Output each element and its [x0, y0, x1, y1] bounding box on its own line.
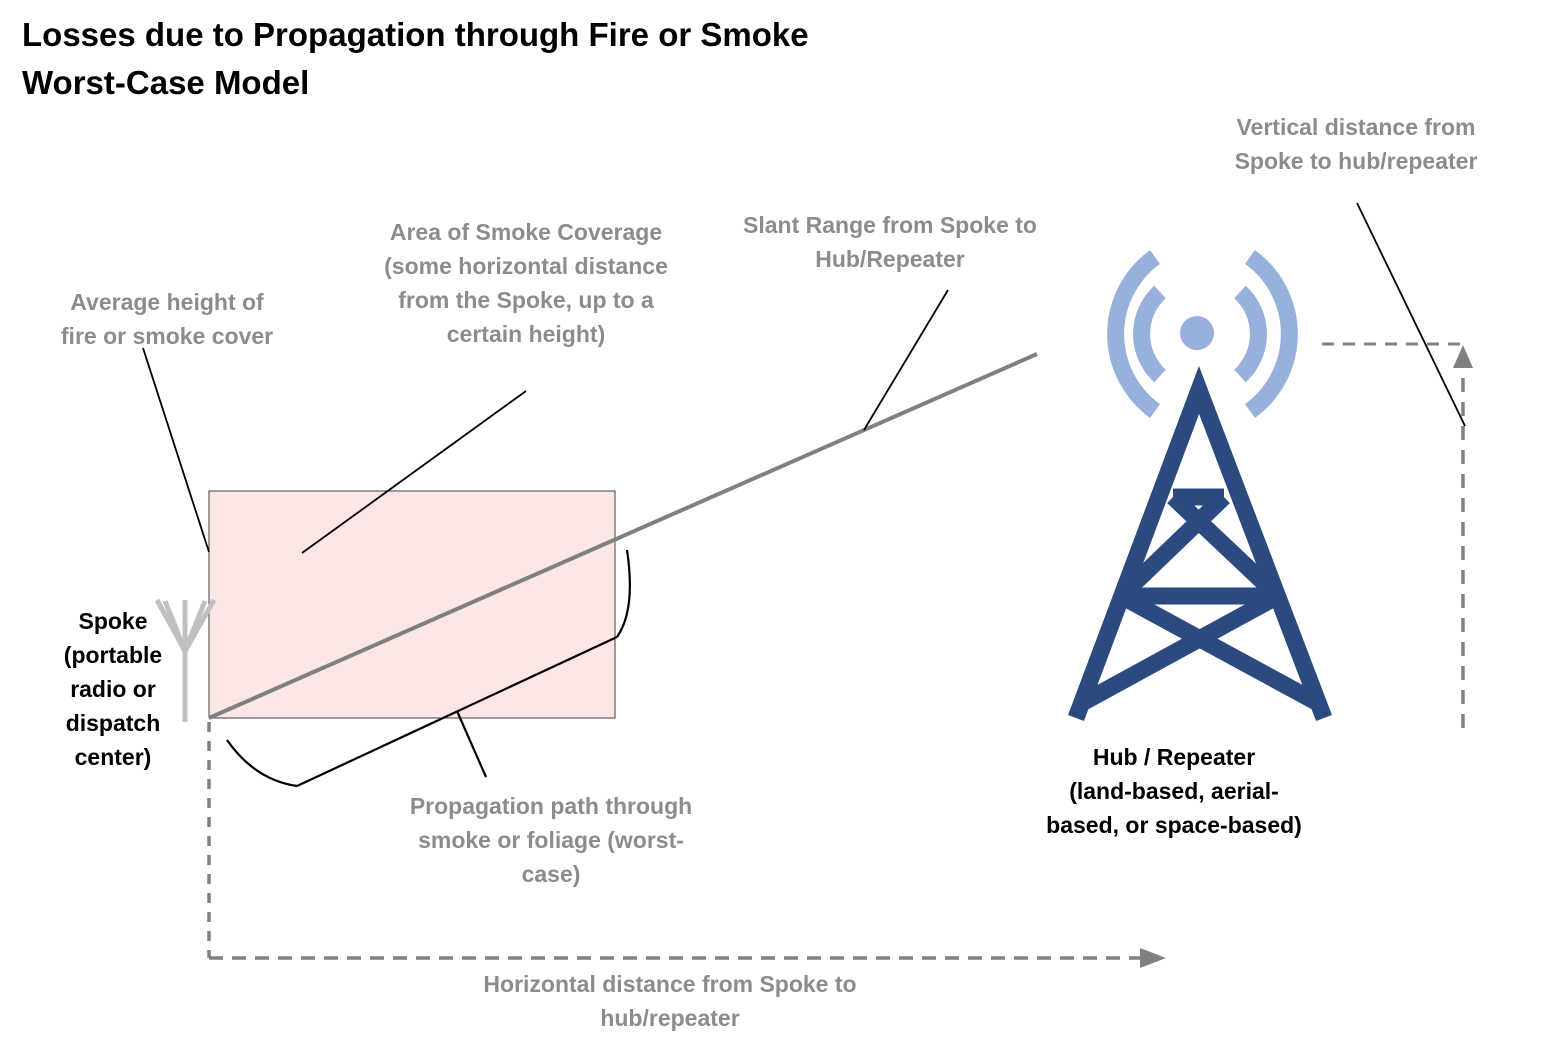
avg-height-label: Average height of fire or smoke cover	[60, 289, 274, 349]
avg-height-leader	[142, 347, 210, 553]
title-line-1: Losses due to Propagation through Fire o…	[22, 16, 809, 53]
horizontal-distance-arrow	[207, 722, 1166, 968]
vertical-distance-label: Vertical distance from Spoke to hub/repe…	[1234, 114, 1478, 174]
spoke-label: Spoke (portable radio or dispatch center…	[63, 608, 163, 770]
propagation-path-brace	[226, 549, 631, 788]
radio-tower-icon	[1068, 250, 1332, 722]
horizontal-distance-label: Horizontal distance from Spoke to hub/re…	[483, 971, 857, 1031]
slant-range-line	[208, 352, 1038, 720]
smoke-area-label: Area of Smoke Coverage (some horizontal …	[384, 219, 668, 347]
title-line-2: Worst-Case Model	[22, 64, 310, 101]
hub-label: Hub / Repeater (land-based, aerial- base…	[1046, 744, 1302, 838]
smoke-area-leader	[301, 390, 527, 554]
slant-range-label: Slant Range from Spoke to Hub/Repeater	[743, 212, 1037, 272]
vertical-distance-leader	[1356, 202, 1466, 427]
vertical-distance-arrow	[1322, 342, 1473, 728]
antenna-icon	[154, 598, 217, 722]
propagation-path-label: Propagation path through smoke or foliag…	[409, 793, 693, 887]
smoke-coverage-area	[208, 490, 616, 719]
slant-range-leader	[863, 289, 949, 431]
